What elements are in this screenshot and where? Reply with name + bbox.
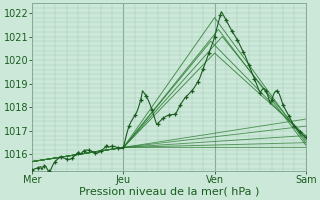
X-axis label: Pression niveau de la mer( hPa ): Pression niveau de la mer( hPa ) bbox=[79, 187, 259, 197]
